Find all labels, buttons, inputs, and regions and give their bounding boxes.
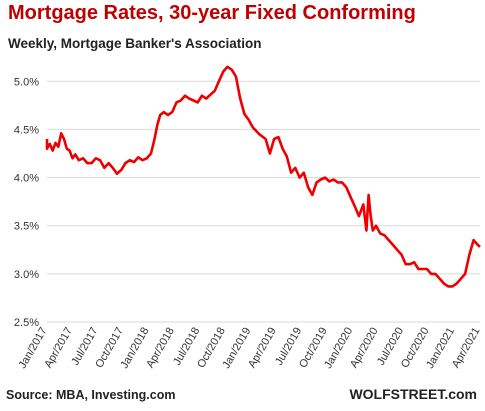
- y-tick-label: 3.5%: [14, 221, 39, 233]
- y-axis-ticks: 2.5% 3.0% 3.5% 4.0% 4.5% 5.0%: [14, 76, 39, 329]
- grid-lines: [47, 80, 480, 323]
- source-note: Source: MBA, Investing.com: [6, 388, 176, 402]
- y-tick-label: 2.5%: [14, 317, 39, 329]
- chart-title: Mortgage Rates, 30-year Fixed Conforming: [8, 2, 416, 24]
- y-tick-label: 4.5%: [14, 124, 39, 136]
- x-axis-ticks: Jan/2017Apr/2017Jul/2017Oct/2017Jan/2018…: [17, 326, 483, 371]
- brand-logo: WOLFSTREET.com: [349, 386, 477, 402]
- series-line: [45, 65, 481, 288]
- y-tick-label: 4.0%: [14, 173, 39, 185]
- y-tick-label: 5.0%: [14, 76, 39, 88]
- series-lines: [45, 65, 481, 288]
- chart-subtitle: Weekly, Mortgage Banker's Association: [8, 36, 262, 51]
- y-tick-label: 3.0%: [14, 269, 39, 281]
